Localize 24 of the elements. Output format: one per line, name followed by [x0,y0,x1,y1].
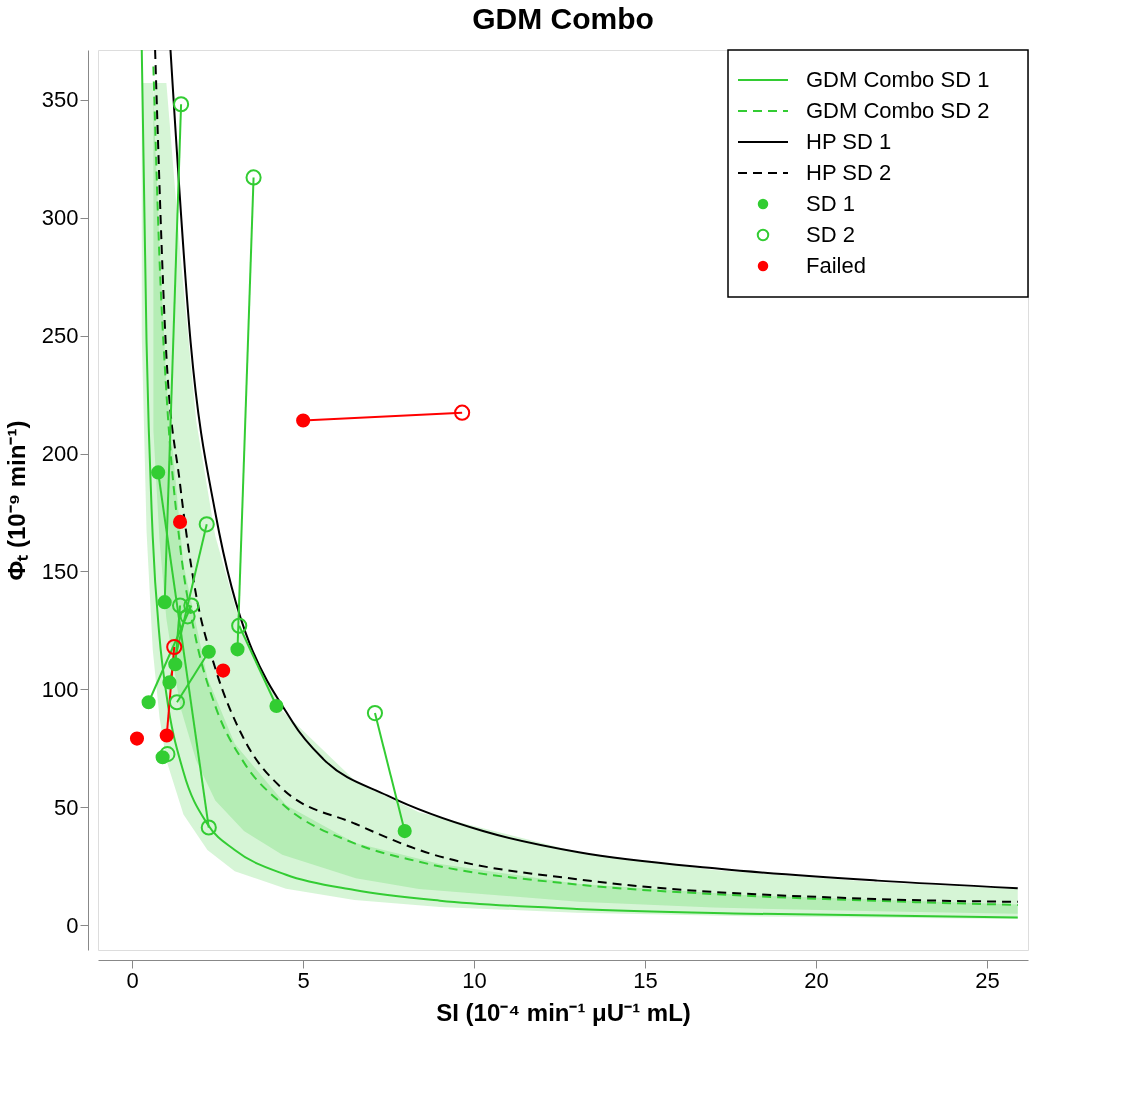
y-axis-title: Φₜ (10⁻⁹ min⁻¹) [2,420,30,581]
x-tick-label: 0 [126,967,139,993]
legend-label: HP SD 1 [806,129,892,154]
y-tick-label: 250 [41,323,79,349]
y-tick-label: 350 [41,87,79,113]
y-tick-label: 50 [54,794,79,820]
y-tick-label: 150 [41,559,79,584]
legend-label: SD 2 [806,222,855,247]
legend-label: HP SD 2 [806,160,892,185]
x-tick-label: 5 [297,967,310,993]
x-tick-label: 20 [804,967,829,993]
x-tick-label: 10 [462,967,487,993]
y-tick-label: 0 [66,912,79,938]
legend-label: GDM Combo SD 1 [806,67,990,92]
legend-label: SD 1 [806,191,855,216]
legend-label: Failed [806,253,866,278]
x-axis-title: SI (10⁻⁴ min⁻¹ μU⁻¹ mL) [436,998,691,1026]
y-tick-label: 300 [41,205,79,231]
x-tick-label: 15 [633,967,658,993]
x-tick-label: 25 [975,967,1000,993]
legend-label: GDM Combo SD 2 [806,98,990,123]
chart-title: GDM Combo [472,2,654,36]
y-tick-label: 200 [41,441,79,467]
y-tick-label: 100 [41,676,79,702]
